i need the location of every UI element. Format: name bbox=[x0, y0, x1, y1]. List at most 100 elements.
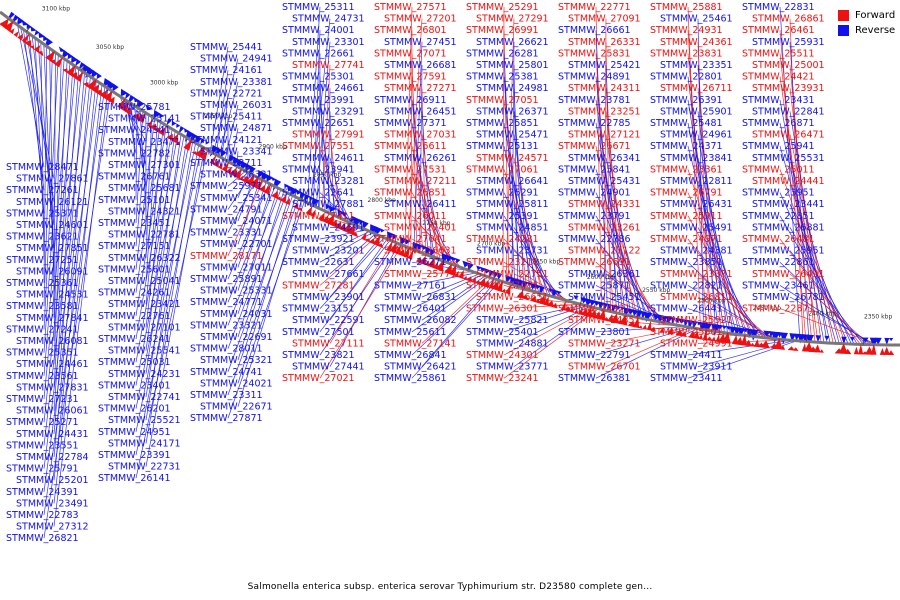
gene-connector-line bbox=[321, 64, 331, 210]
gene-label: STMMW_26881 bbox=[752, 222, 825, 233]
scale-tick-mark bbox=[301, 195, 305, 201]
gene-label: STMMW_23201 bbox=[292, 246, 365, 257]
forward-gene-glyph bbox=[819, 349, 824, 353]
gene-label: STMMW_24851 bbox=[476, 222, 549, 233]
gene-connector-line bbox=[307, 6, 321, 203]
gene-connector-line bbox=[421, 227, 462, 268]
gene-connector-line bbox=[329, 231, 370, 251]
gene-label: STMMW_23801 bbox=[558, 327, 631, 338]
gene-label: STMMW_25601 bbox=[98, 264, 171, 275]
gene-connector-line bbox=[135, 118, 156, 270]
gene-label: STMMW_28011 bbox=[190, 344, 263, 355]
forward-gene-glyph bbox=[454, 270, 459, 278]
gene-label: STMMW_25441 bbox=[190, 42, 263, 53]
gene-label: STMMW_27371 bbox=[374, 118, 447, 129]
reverse-gene-glyph bbox=[703, 322, 712, 335]
gene-connector-line bbox=[513, 304, 584, 321]
gene-connector-line bbox=[411, 280, 501, 379]
gene-label: STMMW_26031 bbox=[200, 100, 273, 111]
gene-label: STMMW_22761 bbox=[98, 311, 171, 322]
gene-label: STMMW_28321 bbox=[200, 170, 273, 181]
gene-label: STMMW_24171 bbox=[108, 438, 181, 449]
gene-connector-line bbox=[421, 204, 456, 266]
gene-label: STMMW_23421 bbox=[108, 299, 181, 310]
strand-legend: Forward Reverse bbox=[838, 8, 900, 38]
gene-connector-line bbox=[327, 88, 331, 213]
gene-label: STMMW_24891 bbox=[558, 72, 631, 83]
gene-label: STMMW_23391 bbox=[98, 450, 171, 461]
forward-gene-glyph bbox=[225, 166, 232, 175]
gene-connector-line bbox=[135, 121, 161, 293]
gene-label: STMMW_26491 bbox=[752, 269, 825, 280]
reverse-gene-glyph bbox=[888, 337, 894, 342]
gene-label: STMMW_23241 bbox=[466, 373, 539, 384]
gene-label: STMMW_24981 bbox=[476, 83, 549, 94]
gene-label: STMMW_25531 bbox=[752, 153, 825, 164]
gene-label: STMMW_27851 bbox=[16, 243, 89, 254]
forward-gene-glyph bbox=[432, 261, 439, 270]
gene-label: STMMW_24951 bbox=[98, 427, 171, 438]
gene-connector-line bbox=[503, 308, 599, 379]
gene-label: STMMW_26791 bbox=[650, 188, 723, 199]
gene-label: STMMW_23331 bbox=[190, 228, 263, 239]
gene-label: STMMW_26331 bbox=[568, 37, 641, 48]
gene-label: STMMW_25841 bbox=[558, 164, 631, 175]
reverse-gene-glyph bbox=[328, 205, 337, 212]
forward-gene-glyph bbox=[24, 40, 32, 48]
gene-label: STMMW_23931 bbox=[752, 83, 825, 94]
forward-gene-glyph bbox=[284, 198, 291, 206]
forward-gene-glyph bbox=[9, 28, 15, 35]
reverse-gene-glyph bbox=[136, 99, 145, 109]
forward-gene-glyph bbox=[259, 184, 266, 193]
reverse-gene-glyph bbox=[171, 120, 177, 127]
forward-gene-glyph bbox=[744, 339, 752, 347]
forward-gene-glyph bbox=[561, 300, 566, 311]
gene-label: STMMW_23361 bbox=[650, 164, 723, 175]
gene-connector-line bbox=[779, 30, 807, 342]
forward-gene-glyph bbox=[271, 191, 278, 200]
gene-label: STMMW_26481 bbox=[742, 234, 815, 245]
forward-gene-glyph bbox=[598, 309, 606, 321]
reverse-gene-glyph bbox=[780, 332, 788, 345]
gene-label: STMMW_25411 bbox=[190, 112, 263, 123]
gene-connector-line bbox=[411, 238, 465, 270]
gene-connector-line bbox=[513, 307, 596, 367]
gene-label: STMMW_23831 bbox=[650, 48, 723, 59]
gene-label: STMMW_23401 bbox=[98, 380, 171, 391]
gene-label: STMMW_23941 bbox=[282, 164, 355, 175]
gene-connector-line bbox=[513, 204, 554, 298]
gene-connector-line bbox=[411, 272, 477, 286]
reverse-gene-glyph bbox=[529, 282, 538, 290]
gene-connector-line bbox=[34, 37, 45, 237]
forward-gene-glyph bbox=[296, 207, 303, 212]
reverse-gene-glyph bbox=[716, 324, 724, 330]
gene-label: STMMW_27211 bbox=[384, 176, 457, 187]
gene-label: STMMW_26871 bbox=[742, 118, 815, 129]
gene-connector-line bbox=[411, 276, 489, 333]
gene-label: STMMW_23251 bbox=[568, 106, 641, 117]
gene-label: STMMW_22861 bbox=[742, 257, 815, 268]
scale-tick-mark bbox=[356, 221, 360, 227]
gene-connector-line bbox=[789, 41, 810, 342]
gene-label: STMMW_22691 bbox=[200, 332, 273, 343]
gene-connector-line bbox=[43, 74, 88, 446]
gene-connector-line bbox=[413, 41, 423, 250]
reverse-gene-glyph bbox=[421, 245, 428, 250]
reverse-gene-glyph bbox=[771, 331, 780, 343]
gene-label: STMMW_24281 bbox=[466, 234, 539, 245]
scale-tick-label: 2700 kbp bbox=[477, 241, 505, 248]
gene-label: STMMW_23321 bbox=[190, 320, 263, 331]
gene-label: STMMW_25931 bbox=[752, 37, 825, 48]
scale-tick-mark bbox=[692, 322, 695, 329]
gene-connector-line bbox=[319, 229, 367, 240]
gene-connector-line bbox=[135, 132, 179, 363]
gene-label: STMMW_26271 bbox=[374, 257, 447, 268]
gene-label: STMMW_28171 bbox=[190, 251, 263, 262]
forward-gene-glyph bbox=[170, 133, 179, 144]
gene-label: STMMW_23471 bbox=[108, 137, 181, 148]
gene-label: STMMW_25351 bbox=[6, 348, 79, 359]
gene-label: STMMW_24771 bbox=[190, 297, 263, 308]
reverse-gene-glyph bbox=[417, 243, 424, 251]
forward-gene-glyph bbox=[103, 91, 113, 103]
